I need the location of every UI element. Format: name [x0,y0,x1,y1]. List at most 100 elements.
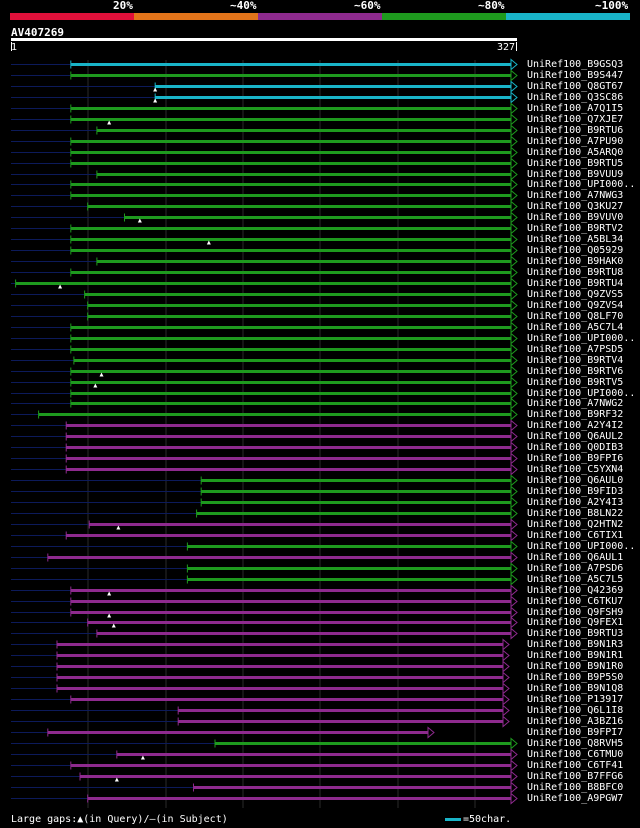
hit-label[interactable]: UniRef100_B9P5S0 [527,671,624,683]
ruler-start-tick [11,42,12,51]
alignment-arrow [510,781,518,794]
query-gap-marker [140,755,145,760]
hit-label[interactable]: UniRef100_A7PSD6 [527,562,624,574]
ruler-end-label: 327 [497,42,516,53]
hit-label[interactable]: UniRef100_A2Y4I2 [527,419,624,431]
hit-label[interactable]: UniRef100_B8BFC0 [527,781,624,793]
hit-label[interactable]: UniRef100_A7PU90 [527,135,624,147]
alignment-arrow [510,792,518,805]
hit-label[interactable]: UniRef100_B9HAK0 [527,255,624,267]
hit-label[interactable]: UniRef100_B9RTV2 [527,222,624,234]
hit-label[interactable]: UniRef100_B9GSQ3 [527,58,624,70]
legend-bar [258,13,382,20]
hit-label[interactable]: UniRef100_B9N1Q8 [527,682,624,694]
hit-label[interactable]: UniRef100_B7FFG6 [527,770,624,782]
alignment-arrow [510,397,518,410]
hit-label[interactable]: UniRef100_Q3KU27 [527,200,624,212]
hit-label[interactable]: UniRef100_Q9ZVS4 [527,299,624,311]
hit-label[interactable]: UniRef100_Q8GT67 [527,80,624,92]
hit-label[interactable]: UniRef100_Q3SC86 [527,91,624,103]
hit-label[interactable]: UniRef100_Q6AUL0 [527,474,624,486]
hit-label[interactable]: UniRef100_B9RTU3 [527,627,624,639]
alignment-arrow [510,452,518,465]
legend-label: 20% [113,0,133,12]
hit-label[interactable]: UniRef100_B9FPI7 [527,726,624,738]
hit-label[interactable]: UniRef100_UPI000.. [527,387,636,399]
hit-label[interactable]: UniRef100_UPI000.. [527,332,636,344]
hit-label[interactable]: UniRef100_Q7XJE7 [527,113,624,125]
hit-label[interactable]: UniRef100_Q8RVH5 [527,737,624,749]
alignment-arrow [510,595,518,608]
query-gap-marker [116,525,121,530]
hit-label[interactable]: UniRef100_B9S447 [527,69,624,81]
hit-label[interactable]: UniRef100_A2Y4I3 [527,496,624,508]
query-gap-marker [107,591,112,596]
hit-label[interactable]: UniRef100_Q9FEX1 [527,616,624,628]
hit-label[interactable]: UniRef100_Q0DIB3 [527,441,624,453]
hit-label[interactable]: UniRef100_B9FPI6 [527,452,624,464]
hit-label[interactable]: UniRef100_B9FID3 [527,485,624,497]
hit-label[interactable]: UniRef100_Q2HTN2 [527,518,624,530]
hit-label[interactable]: UniRef100_A5C7L5 [527,573,624,585]
hit-label[interactable]: UniRef100_UPI000.. [527,540,636,552]
alignment-arrow [510,474,518,487]
hit-label[interactable]: UniRef100_Q6AUL2 [527,430,624,442]
hit-label[interactable]: UniRef100_B9RTV5 [527,376,624,388]
hit-label[interactable]: UniRef100_B9RTU6 [527,124,624,136]
legend-label: ~40% [230,0,257,12]
alignment-arrow [510,200,518,213]
alignment-arrow [510,496,518,509]
hit-label[interactable]: UniRef100_B9RTU5 [527,157,624,169]
alignment-arrow [510,255,518,268]
hit-label[interactable]: UniRef100_C6TMU0 [527,748,624,760]
query-id: AV407269 [11,26,64,39]
hit-label[interactable]: UniRef100_Q42369 [527,584,624,596]
hit-label[interactable]: UniRef100_Q8LF70 [527,310,624,322]
query-gap-marker [206,240,211,245]
hit-label[interactable]: UniRef100_A5ARQ0 [527,146,624,158]
alignment-arrow [510,551,518,564]
hit-label[interactable]: UniRef100_P13917 [527,693,624,705]
hit-label[interactable]: UniRef100_B9N1R1 [527,649,624,661]
hit-label[interactable]: UniRef100_C6TKU7 [527,595,624,607]
hit-label[interactable]: UniRef100_UPI000.. [527,178,636,190]
query-gap-marker [153,98,158,103]
hit-label[interactable]: UniRef100_Q9FSH9 [527,606,624,618]
alignment-arrow [510,616,518,629]
hit-label[interactable]: UniRef100_A5C7L4 [527,321,624,333]
query-gap-marker [114,777,119,782]
hit-label[interactable]: UniRef100_B9RTV6 [527,365,624,377]
alignment-arrow [510,233,518,246]
hit-label[interactable]: UniRef100_B9N1R3 [527,638,624,650]
alignment-arrow [510,69,518,82]
hit-label[interactable]: UniRef100_A3BZ16 [527,715,624,727]
alignment-arrow [510,168,518,181]
hit-label[interactable]: UniRef100_Q6L1I8 [527,704,624,716]
alignment-arrow [510,419,518,432]
hit-label[interactable]: UniRef100_B9VUU9 [527,168,624,180]
hit-label[interactable]: UniRef100_Q6AUL1 [527,551,624,563]
hit-label[interactable]: UniRef100_A7NWG2 [527,397,624,409]
hit-label[interactable]: UniRef100_B9RTU8 [527,266,624,278]
alignment-arrow [510,529,518,542]
alignment-arrow [502,649,510,662]
alignment-arrow [510,627,518,640]
hit-label[interactable]: UniRef100_B9VUV0 [527,211,624,223]
hit-label[interactable]: UniRef100_A7NWG3 [527,189,624,201]
hit-label[interactable]: UniRef100_Q9ZVS5 [527,288,624,300]
hit-label[interactable]: UniRef100_A5BL34 [527,233,624,245]
hit-label[interactable]: UniRef100_B8LN22 [527,507,624,519]
hit-label[interactable]: UniRef100_A7Q1I5 [527,102,624,114]
hit-label[interactable]: UniRef100_C6TIX1 [527,529,624,541]
hit-label[interactable]: UniRef100_B9RTU4 [527,277,624,289]
hit-label[interactable]: UniRef100_B9N1R0 [527,660,624,672]
hit-label[interactable]: UniRef100_A7PSD5 [527,343,624,355]
hit-label[interactable]: UniRef100_B9RTV4 [527,354,624,366]
hit-label[interactable]: UniRef100_C6TF41 [527,759,624,771]
hit-label[interactable]: UniRef100_B9RF32 [527,408,624,420]
query-gap-marker [58,284,63,289]
hit-label[interactable]: UniRef100_A9PGW7 [527,792,624,804]
hit-label[interactable]: UniRef100_Q05929 [527,244,624,256]
hit-label[interactable]: UniRef100_C5YXN4 [527,463,624,475]
